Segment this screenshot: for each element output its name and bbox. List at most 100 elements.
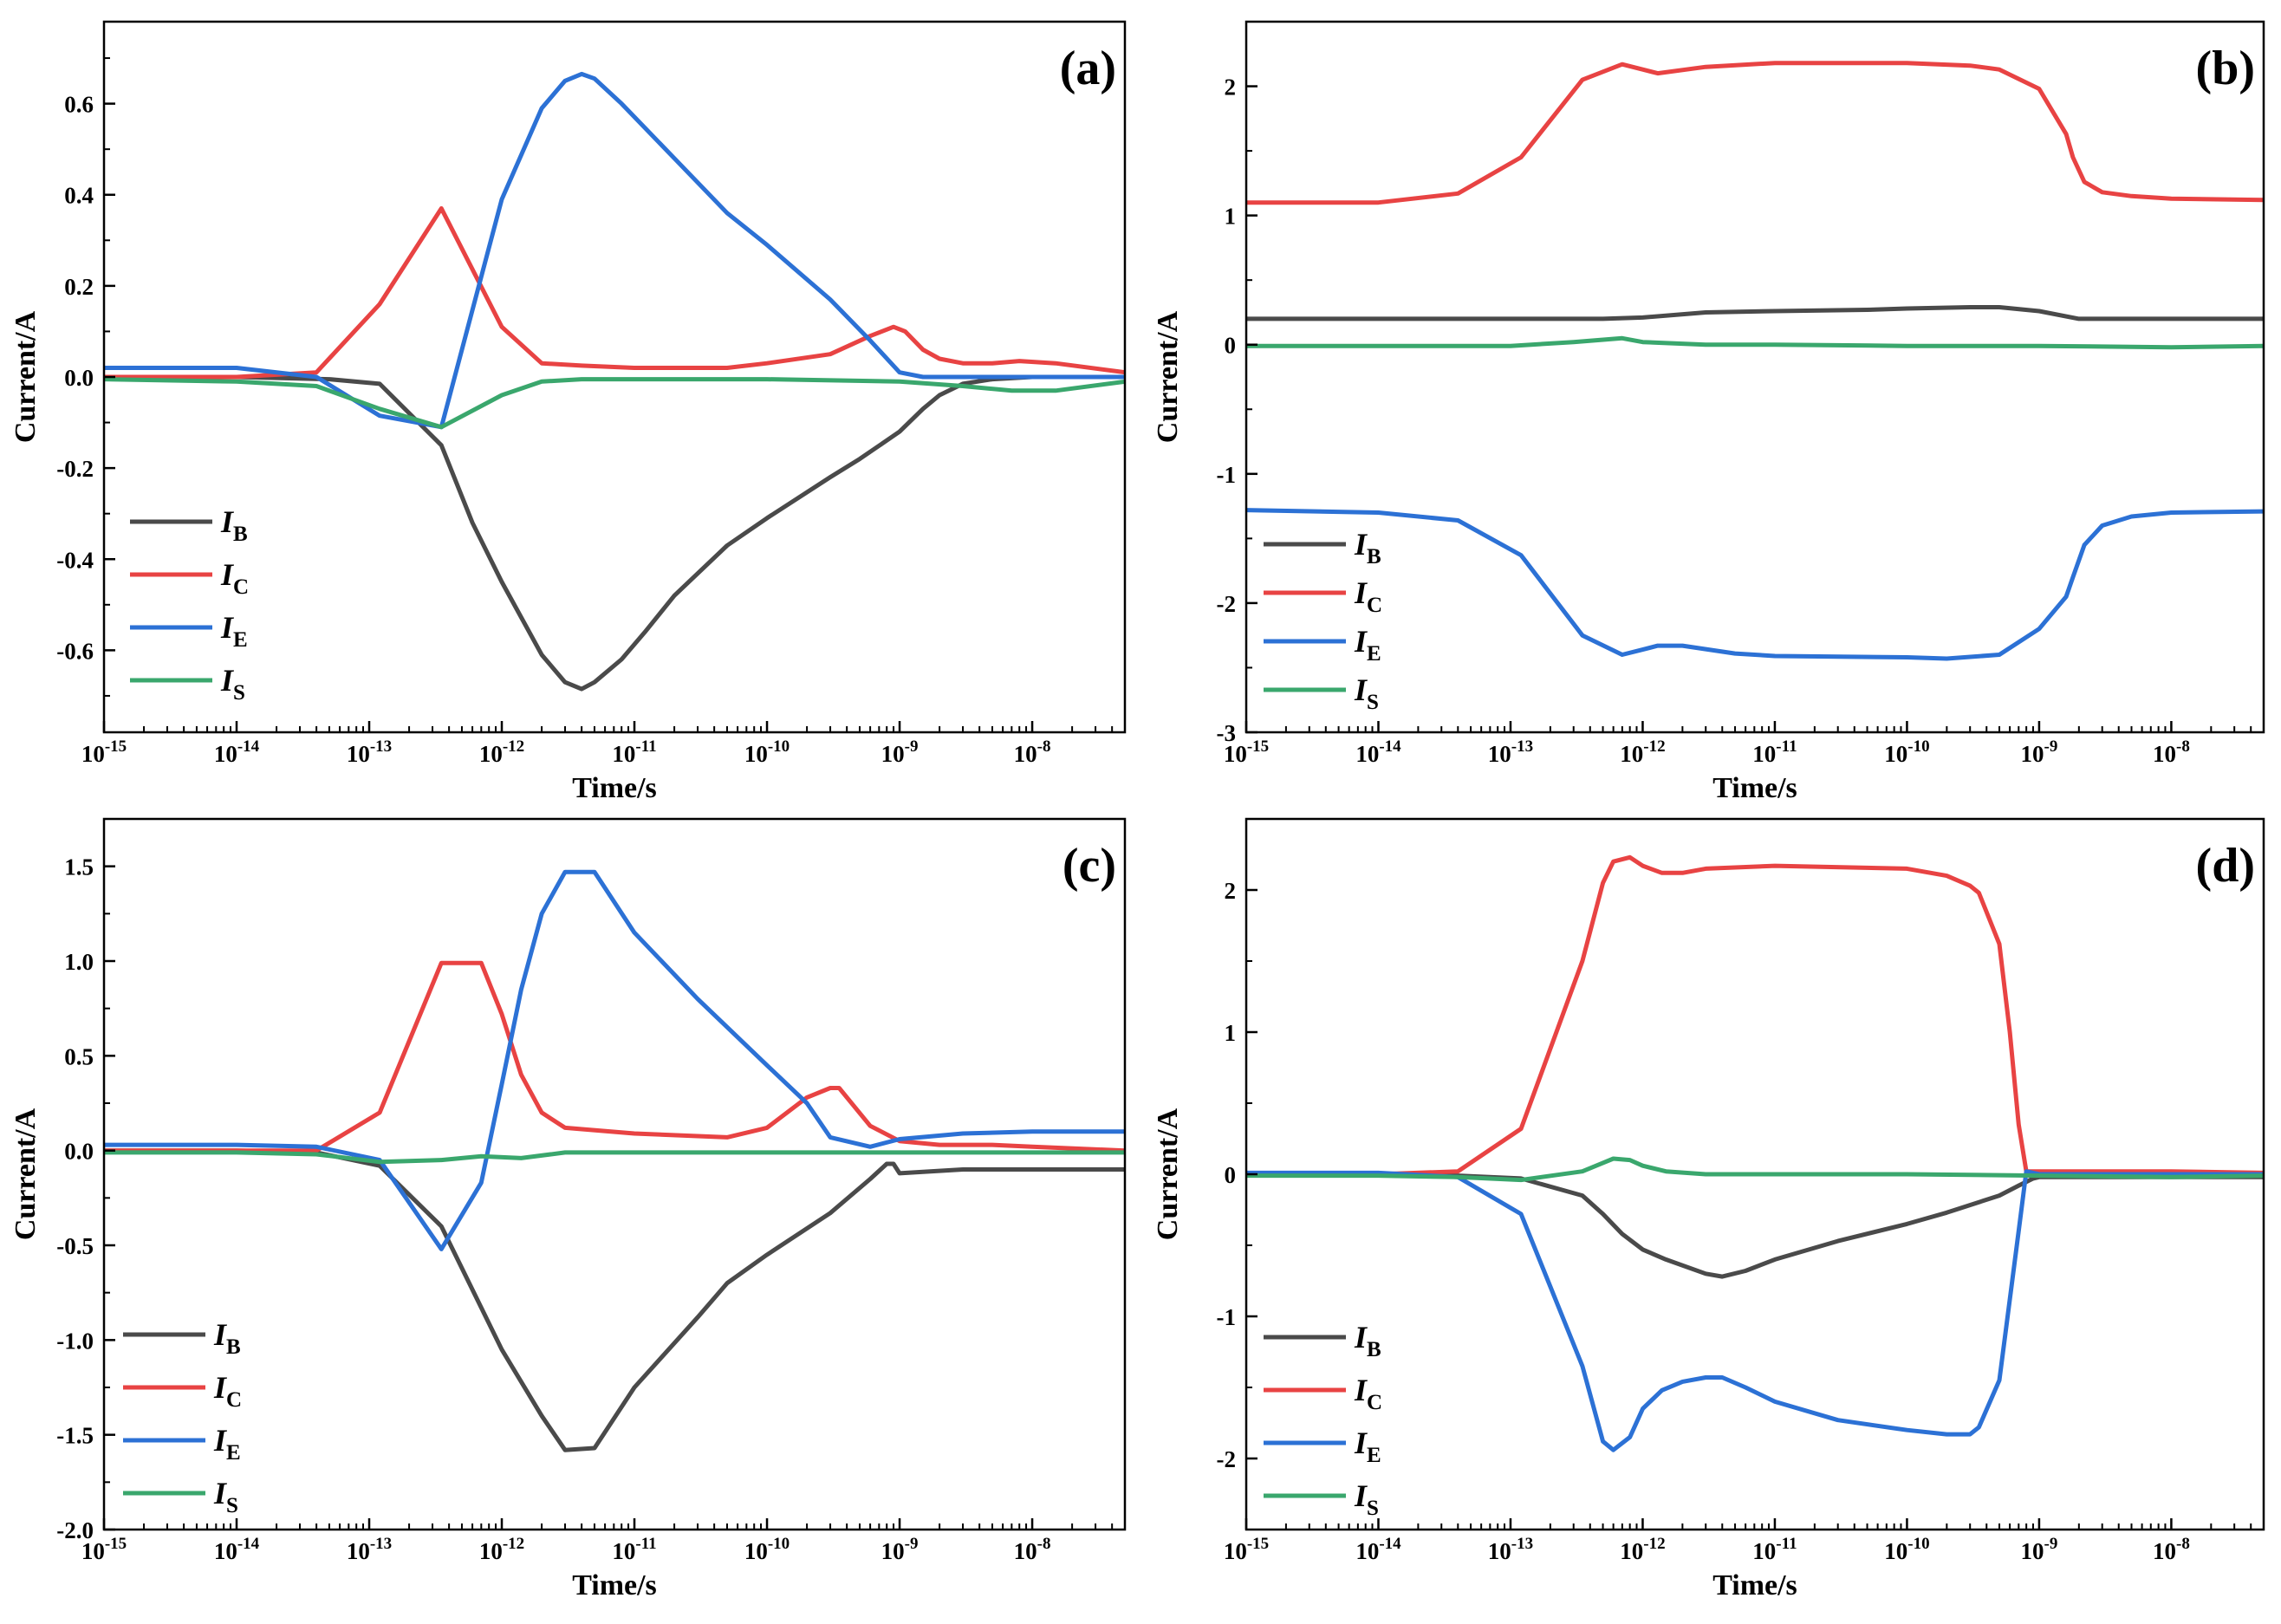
x-tick-label: 10-12	[479, 1535, 524, 1564]
plot-frame	[102, 817, 1127, 1531]
x-tick-label: 10-15	[1224, 1535, 1269, 1564]
x-tick-label: 10-14	[214, 737, 260, 767]
y-tick-label: 0	[1225, 333, 1237, 359]
legend-label: IC	[1354, 1373, 1382, 1414]
y-tick-label: 2	[1225, 75, 1237, 101]
panel-label: (b)	[2196, 42, 2255, 95]
y-tick-label: -0.4	[56, 547, 94, 573]
legend-label: IB	[1354, 527, 1381, 568]
y-tick-label: 1	[1225, 1020, 1237, 1046]
series-line-IS	[1246, 1156, 2264, 1183]
x-tick-label: 10-14	[1355, 1535, 1401, 1564]
x-axis-title: Time/s	[1712, 1569, 1797, 1601]
legend-label: IS	[213, 1476, 238, 1517]
series-line-IE	[1246, 1169, 2264, 1452]
x-tick-label: 10-13	[347, 737, 392, 767]
series-line-IC	[104, 206, 1125, 380]
series-line-IC	[104, 960, 1125, 1153]
legend-label: IB	[220, 504, 248, 546]
legend-label: IE	[220, 610, 248, 652]
y-tick-label: 0	[1225, 1162, 1237, 1188]
legend-label: IB	[1354, 1320, 1381, 1361]
y-axis-title: Current/A	[1152, 310, 1184, 443]
y-axis-title: Current/A	[10, 310, 42, 443]
x-tick-label: 10-9	[2021, 1535, 2058, 1564]
legend-label: IC	[213, 1370, 242, 1412]
plot-frame	[1244, 20, 2265, 734]
y-tick-label: -2.0	[56, 1517, 94, 1543]
y-axis-title: Current/A	[1152, 1108, 1184, 1240]
legend-label: IE	[1354, 624, 1381, 666]
x-tick-label: 10-10	[1884, 1535, 1929, 1564]
x-tick-label: 10-13	[347, 1535, 392, 1564]
chart-panel-3: 10-15 10-14 10-13 10-12 10-11 10-10 10-9 10-8 1.…	[10, 817, 1127, 1601]
panel-label: (a)	[1060, 42, 1116, 95]
y-tick-label: -1.0	[56, 1328, 94, 1354]
series-line-IE	[104, 869, 1125, 1251]
y-tick-label: -0.6	[56, 638, 94, 664]
y-tick-label: -1.5	[56, 1423, 94, 1449]
y-tick-label: 2	[1225, 878, 1237, 904]
x-axis-title: Time/s	[572, 772, 657, 804]
y-tick-label: 1.5	[64, 854, 94, 880]
legend-label: IC	[220, 557, 249, 599]
x-tick-label: 10-8	[2153, 737, 2190, 767]
x-tick-label: 10-13	[1488, 737, 1533, 767]
x-tick-label: 10-9	[881, 1535, 919, 1564]
x-tick-label: 10-11	[1752, 1535, 1797, 1564]
y-tick-label: 0.0	[64, 1139, 94, 1165]
y-tick-label: 0.5	[64, 1043, 94, 1069]
x-tick-label: 10-15	[81, 1535, 127, 1564]
x-tick-label: 10-11	[1752, 737, 1797, 767]
x-tick-label: 10-8	[1014, 1535, 1051, 1564]
x-tick-label: 10-9	[881, 737, 919, 767]
y-tick-label: 0.4	[64, 183, 94, 209]
series-line-IB	[1246, 305, 2264, 322]
x-tick-label: 10-13	[1488, 1535, 1533, 1564]
y-tick-label: -0.2	[56, 456, 94, 482]
chart-panel-2: 10-15 10-14 10-13 10-12 10-11 10-10 10-9 10-8 2 1…	[1152, 20, 2265, 804]
y-tick-label: -3	[1217, 720, 1237, 746]
y-tick-label: -0.5	[56, 1233, 94, 1259]
series-line-IB	[104, 374, 1125, 692]
x-tick-label: 10-14	[1355, 737, 1401, 767]
x-tick-label: 10-10	[744, 1535, 790, 1564]
x-tick-label: 10-12	[479, 737, 524, 767]
x-axis-title: Time/s	[572, 1569, 657, 1601]
x-tick-label: 10-8	[2153, 1535, 2190, 1564]
series-line-IB	[104, 1148, 1125, 1452]
legend-label: IS	[220, 663, 245, 705]
legend-label: IB	[213, 1317, 241, 1359]
x-tick-label: 10-15	[1224, 737, 1269, 767]
series-line-IE	[1246, 508, 2264, 661]
x-tick-label: 10-11	[612, 1535, 656, 1564]
series-line-IS	[104, 377, 1125, 430]
series-line-IE	[104, 71, 1125, 430]
x-tick-label: 10-9	[2021, 737, 2058, 767]
panel-label: (c)	[1063, 839, 1116, 893]
y-tick-label: 1.0	[64, 949, 94, 975]
legend-label: IE	[1354, 1426, 1381, 1467]
series-line-IS	[1246, 335, 2264, 350]
x-tick-label: 10-14	[214, 1535, 260, 1564]
series-line-IC	[1246, 61, 2264, 205]
x-tick-label: 10-15	[81, 737, 127, 767]
legend: IB IC IE IS	[1264, 527, 1382, 714]
legend-label: IS	[1354, 1478, 1379, 1520]
y-tick-label: -1	[1217, 1304, 1237, 1330]
x-tick-label: 10-12	[1620, 737, 1665, 767]
chart-panel-4: 10-15 10-14 10-13 10-12 10-11 10-10 10-9 10-8 2 1…	[1152, 817, 2265, 1601]
series-line-IC	[1246, 854, 2264, 1177]
legend-label: IC	[1354, 575, 1382, 617]
legend-label: IS	[1354, 672, 1379, 714]
panel-label: (d)	[2196, 839, 2255, 893]
y-tick-label: 0.2	[64, 274, 94, 300]
x-tick-label: 10-8	[1014, 737, 1051, 767]
legend-label: IE	[213, 1423, 241, 1465]
x-tick-label: 10-11	[612, 737, 656, 767]
x-tick-label: 10-10	[744, 737, 790, 767]
y-tick-label: -1	[1217, 462, 1237, 488]
y-tick-label: 0.0	[64, 365, 94, 391]
y-tick-label: 1	[1225, 204, 1237, 230]
